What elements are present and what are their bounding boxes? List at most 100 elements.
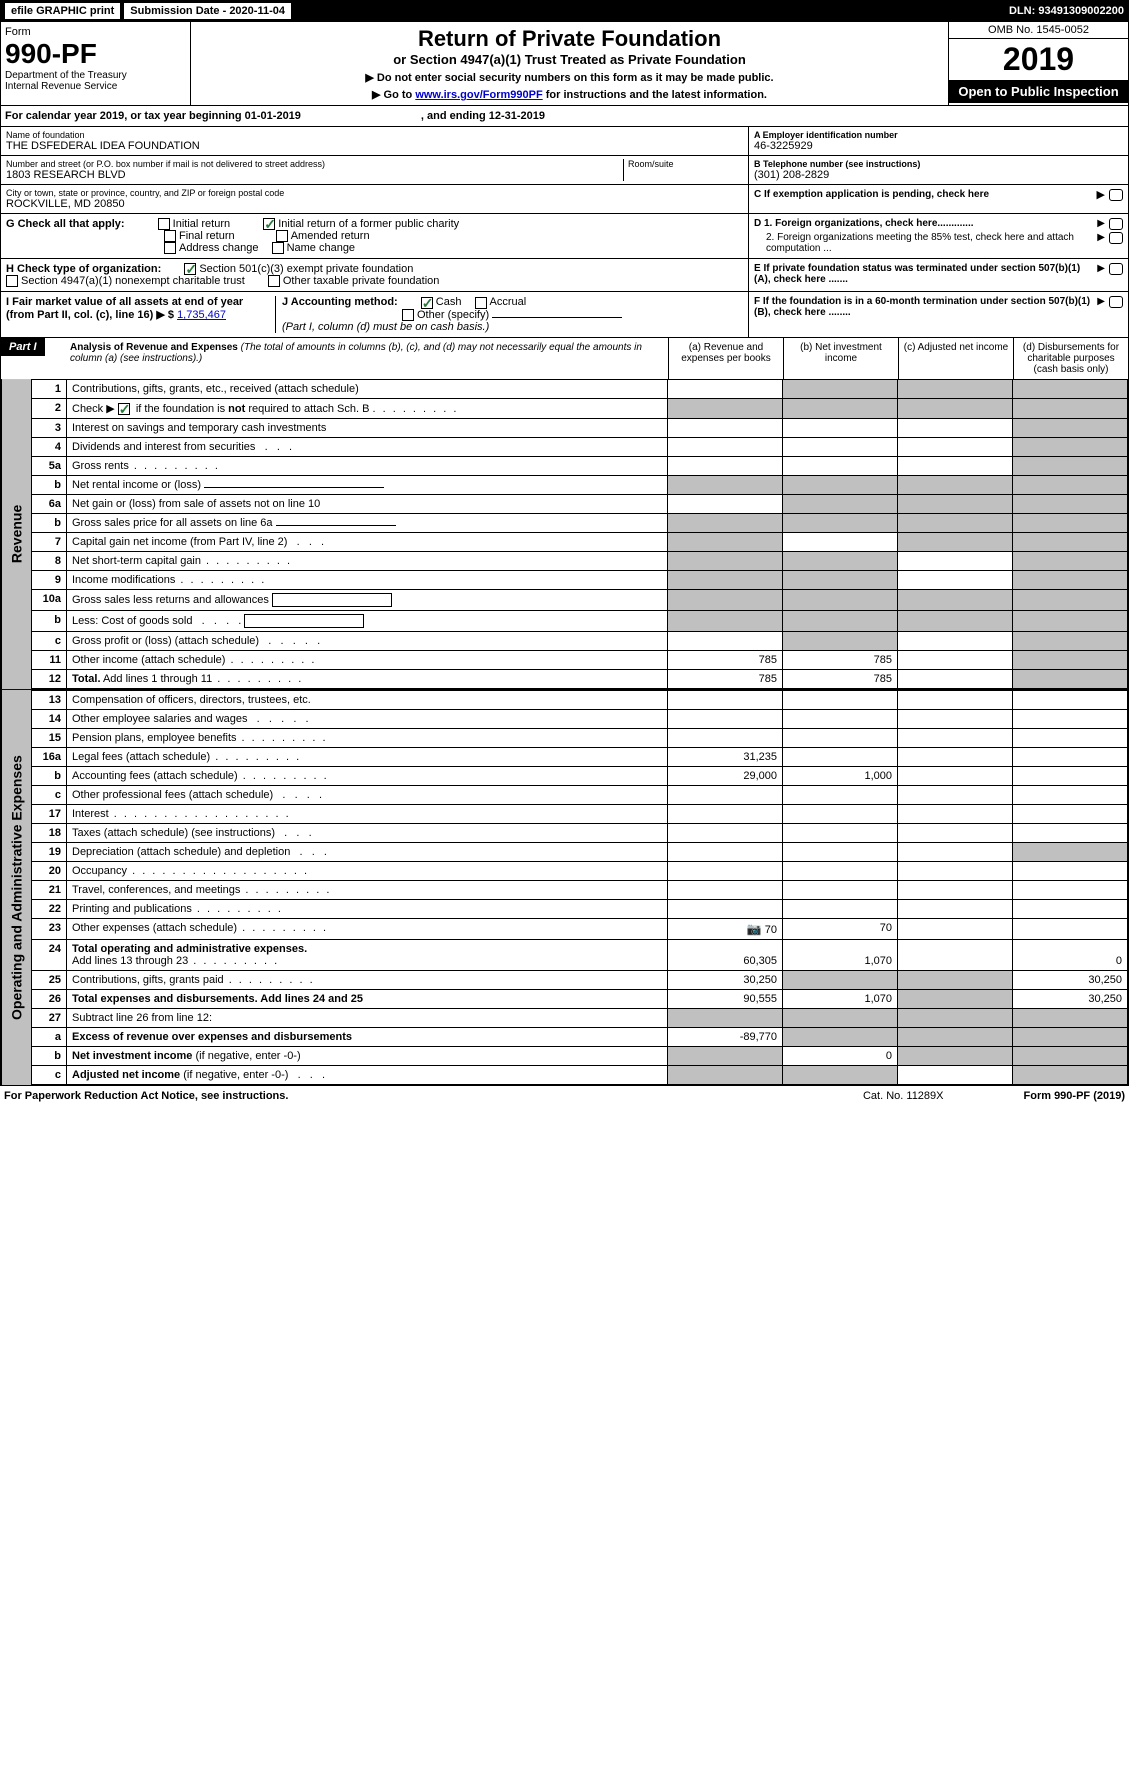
initial-checkbox[interactable] — [158, 218, 170, 230]
addr: 1803 RESEARCH BLVD — [6, 169, 623, 181]
f-checkbox[interactable] — [1109, 296, 1123, 308]
e-checkbox[interactable] — [1109, 263, 1123, 275]
r26: Total expenses and disbursements. Add li… — [72, 993, 363, 1005]
d2-checkbox[interactable] — [1109, 232, 1123, 244]
instr2-post: for instructions and the latest informat… — [543, 89, 767, 101]
irs: Internal Revenue Service — [5, 81, 186, 92]
c-label: C If exemption application is pending, c… — [754, 189, 1093, 200]
accrual-checkbox[interactable] — [475, 297, 487, 309]
r11: Other income (attach schedule) — [72, 654, 225, 666]
r4: Dividends and interest from securities — [72, 441, 255, 453]
name-label: Name of foundation — [6, 130, 743, 140]
cash-checkbox[interactable] — [421, 297, 433, 309]
address-cell: Number and street (or P.O. box number if… — [1, 156, 748, 185]
open-inspection: Open to Public Inspection — [949, 80, 1128, 103]
r27b: Net investment income — [72, 1050, 192, 1062]
r21: Travel, conferences, and meetings — [72, 884, 240, 896]
r24: Total operating and administrative expen… — [72, 943, 307, 955]
h1-checkbox[interactable] — [184, 263, 196, 275]
form-number: 990-PF — [5, 38, 186, 70]
h-row: H Check type of organization: Section 50… — [0, 259, 1129, 292]
expenses-section: Operating and Administrative Expenses 13… — [0, 690, 1129, 1086]
r16a: Legal fees (attach schedule) — [72, 751, 210, 763]
phone: (301) 208-2829 — [754, 169, 1123, 181]
ij-row: I Fair market value of all assets at end… — [0, 292, 1129, 337]
cal-year-text: For calendar year 2019, or tax year begi… — [5, 110, 301, 122]
amended-checkbox[interactable] — [276, 230, 288, 242]
instr1: ▶ Do not enter social security numbers o… — [195, 71, 944, 84]
expenses-table: 13Compensation of officers, directors, t… — [31, 690, 1128, 1085]
form-word: Form — [5, 26, 186, 38]
r6a: Net gain or (loss) from sale of assets n… — [67, 494, 668, 513]
r10b: Less: Cost of goods sold — [72, 615, 192, 627]
col-c-head: (c) Adjusted net income — [898, 338, 1013, 379]
final-checkbox[interactable] — [164, 230, 176, 242]
r20: Occupancy — [72, 865, 127, 877]
r25-d: 30,250 — [1013, 970, 1128, 989]
initial-former-checkbox[interactable] — [263, 218, 275, 230]
r27c: Adjusted net income — [72, 1069, 180, 1081]
g-label: G Check all that apply: — [6, 218, 125, 230]
form-number-box: Form 990-PF Department of the Treasury I… — [1, 22, 191, 105]
r26-d: 30,250 — [1013, 989, 1128, 1008]
r25-a: 30,250 — [668, 970, 783, 989]
ein: 46-3225929 — [754, 140, 1123, 152]
revenue-table: 1Contributions, gifts, grants, etc., rec… — [31, 379, 1128, 689]
top-bar: efile GRAPHIC print Submission Date - 20… — [0, 0, 1129, 22]
r27a: Excess of revenue over expenses and disb… — [72, 1031, 352, 1043]
instr2-pre: ▶ Go to — [372, 89, 415, 101]
r25: Contributions, gifts, grants paid — [72, 974, 224, 986]
h2-checkbox[interactable] — [6, 275, 18, 287]
i-value[interactable]: 1,735,467 — [177, 309, 226, 321]
r16a-a: 31,235 — [668, 747, 783, 766]
r12-a: 785 — [668, 669, 783, 688]
r24-d: 0 — [1013, 939, 1128, 970]
form-subtitle: or Section 4947(a)(1) Trust Treated as P… — [195, 52, 944, 67]
r16b-b: 1,000 — [783, 766, 898, 785]
col-a-head: (a) Revenue and expenses per books — [668, 338, 783, 379]
r16b-a: 29,000 — [668, 766, 783, 785]
r24-b: 1,070 — [783, 939, 898, 970]
entity-info: Name of foundation THE DSFEDERAL IDEA FO… — [0, 127, 1129, 214]
r22: Printing and publications — [72, 903, 192, 915]
other-checkbox[interactable] — [402, 309, 414, 321]
camera-icon[interactable]: 📷 — [747, 922, 762, 936]
expenses-label: Operating and Administrative Expenses — [1, 690, 31, 1085]
instr-link[interactable]: www.irs.gov/Form990PF — [415, 89, 542, 101]
sch-b-checkbox[interactable] — [118, 403, 130, 415]
h1-label: Section 501(c)(3) exempt private foundat… — [199, 263, 413, 275]
r3: Interest on savings and temporary cash i… — [67, 418, 668, 437]
h2-label: Section 4947(a)(1) nonexempt charitable … — [21, 275, 245, 287]
r26-a: 90,555 — [668, 989, 783, 1008]
part1-title: Analysis of Revenue and Expenses — [70, 342, 238, 353]
tax-year: 2019 — [949, 39, 1128, 80]
address-checkbox[interactable] — [164, 242, 176, 254]
r13: Compensation of officers, directors, tru… — [67, 690, 668, 709]
col-b-head: (b) Net investment income — [783, 338, 898, 379]
form-title-box: Return of Private Foundation or Section … — [191, 22, 948, 105]
c-checkbox[interactable] — [1109, 189, 1123, 201]
r2a: Check ▶ — [72, 403, 115, 415]
form-ref: Form 990-PF (2019) — [1024, 1090, 1126, 1102]
r19: Depreciation (attach schedule) and deple… — [72, 846, 290, 858]
efile-label[interactable]: efile GRAPHIC print — [5, 3, 120, 19]
revenue-label: Revenue — [1, 379, 31, 689]
r12-b: 785 — [783, 669, 898, 688]
revenue-section: Revenue 1Contributions, gifts, grants, e… — [0, 379, 1129, 690]
instr2: ▶ Go to www.irs.gov/Form990PF for instru… — [195, 88, 944, 101]
dln: DLN: 93491309002200 — [1009, 5, 1124, 17]
part1-label: Part I — [1, 338, 45, 356]
r1: Contributions, gifts, grants, etc., rece… — [67, 379, 668, 398]
foundation-name: THE DSFEDERAL IDEA FOUNDATION — [6, 140, 743, 152]
g-row: G Check all that apply: Initial return I… — [0, 214, 1129, 259]
final-label: Final return — [179, 230, 235, 242]
r5b: Net rental income or (loss) — [72, 479, 201, 491]
r16c: Other professional fees (attach schedule… — [72, 789, 273, 801]
name-change-checkbox[interactable] — [272, 242, 284, 254]
h3-checkbox[interactable] — [268, 275, 280, 287]
page-footer: For Paperwork Reduction Act Notice, see … — [0, 1086, 1129, 1106]
form-title: Return of Private Foundation — [195, 26, 944, 52]
r11-a: 785 — [668, 650, 783, 669]
r12: Total. — [72, 673, 101, 685]
d1-checkbox[interactable] — [1109, 218, 1123, 230]
